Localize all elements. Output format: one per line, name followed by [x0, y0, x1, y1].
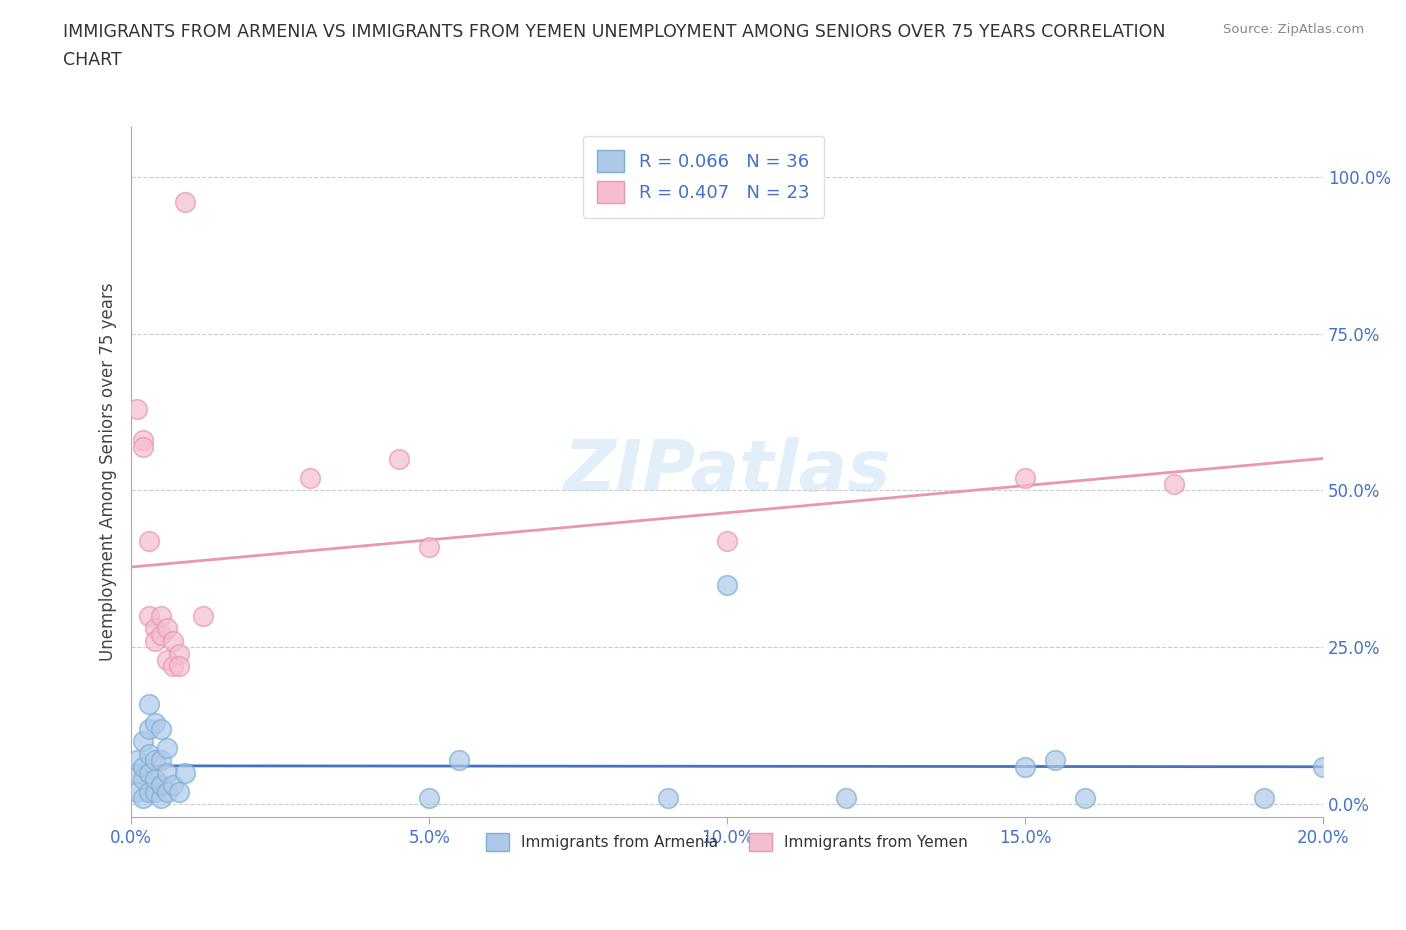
Y-axis label: Unemployment Among Seniors over 75 years: Unemployment Among Seniors over 75 years — [100, 283, 117, 661]
Point — [162, 633, 184, 648]
Point — [143, 752, 166, 767]
Point — [173, 194, 195, 209]
Point — [127, 752, 149, 767]
Text: ZIPatlas: ZIPatlas — [564, 437, 891, 506]
Point — [388, 452, 411, 467]
Point — [1253, 790, 1275, 805]
Point — [132, 790, 155, 805]
Point — [132, 734, 155, 749]
Point — [143, 772, 166, 787]
Point — [418, 790, 440, 805]
Point — [127, 765, 149, 780]
Point — [162, 658, 184, 673]
Point — [156, 784, 179, 799]
Point — [127, 784, 149, 799]
Point — [150, 777, 173, 792]
Point — [1014, 759, 1036, 774]
Point — [150, 752, 173, 767]
Point — [299, 471, 322, 485]
Point — [1312, 759, 1334, 774]
Point — [162, 777, 184, 792]
Point — [447, 752, 470, 767]
Point — [173, 765, 195, 780]
Point — [138, 533, 160, 548]
Point — [150, 722, 173, 737]
Point — [127, 402, 149, 417]
Point — [150, 790, 173, 805]
Point — [835, 790, 858, 805]
Point — [1163, 477, 1185, 492]
Point — [1014, 471, 1036, 485]
Point — [138, 608, 160, 623]
Point — [156, 765, 179, 780]
Point — [132, 772, 155, 787]
Point — [1074, 790, 1097, 805]
Point — [143, 633, 166, 648]
Point — [150, 608, 173, 623]
Point — [138, 697, 160, 711]
Point — [156, 621, 179, 636]
Point — [132, 439, 155, 454]
Point — [138, 765, 160, 780]
Point — [167, 784, 190, 799]
Point — [167, 658, 190, 673]
Point — [167, 646, 190, 661]
Point — [143, 784, 166, 799]
Point — [138, 747, 160, 762]
Text: IMMIGRANTS FROM ARMENIA VS IMMIGRANTS FROM YEMEN UNEMPLOYMENT AMONG SENIORS OVER: IMMIGRANTS FROM ARMENIA VS IMMIGRANTS FR… — [63, 23, 1166, 41]
Point — [138, 722, 160, 737]
Point — [156, 740, 179, 755]
Point — [156, 653, 179, 668]
Point — [418, 539, 440, 554]
Point — [143, 621, 166, 636]
Point — [1043, 752, 1066, 767]
Text: CHART: CHART — [63, 51, 122, 69]
Point — [132, 432, 155, 447]
Point — [132, 759, 155, 774]
Point — [138, 784, 160, 799]
Point — [716, 578, 738, 592]
Legend: Immigrants from Armenia, Immigrants from Yemen: Immigrants from Armenia, Immigrants from… — [481, 827, 974, 857]
Point — [716, 533, 738, 548]
Text: Source: ZipAtlas.com: Source: ZipAtlas.com — [1223, 23, 1364, 36]
Point — [143, 715, 166, 730]
Point — [191, 608, 214, 623]
Point — [657, 790, 679, 805]
Point — [150, 628, 173, 643]
